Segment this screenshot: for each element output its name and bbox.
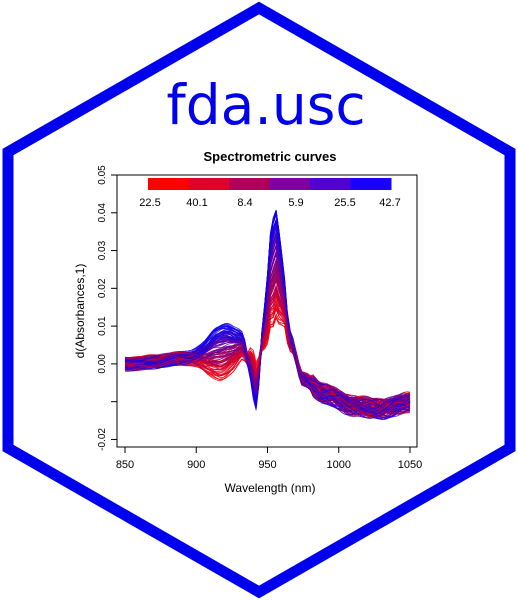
x-axis: 850 900 950 1000 1050 [116, 446, 422, 471]
y-tick-label: -0.02 [97, 428, 108, 451]
y-tick-label: 0.05 [97, 165, 108, 185]
y-axis-label: d(Absorbances,1) [73, 264, 87, 359]
y-tick-label: 0.01 [97, 316, 108, 336]
legend-swatch [188, 178, 230, 190]
legend-label: 5.9 [288, 197, 303, 209]
legend: 22.5 40.1 8.4 5.9 25.5 42.7 [139, 178, 401, 209]
spectrum-curve [124, 303, 411, 416]
x-tick-label: 850 [116, 459, 134, 471]
spectrum-curve [124, 211, 411, 414]
legend-swatch [310, 178, 351, 190]
spectrum-curve [124, 221, 411, 419]
spectrum-curve [124, 291, 411, 418]
curve-group [124, 209, 411, 420]
spectrometric-chart: Spectrometric curves 850 900 950 1000 1050 -… [73, 149, 422, 495]
x-tick-label: 900 [187, 459, 205, 471]
x-tick-label: 950 [258, 459, 276, 471]
legend-label: 8.4 [237, 197, 252, 209]
legend-label: 22.5 [139, 197, 160, 209]
spectrum-curve [124, 267, 411, 411]
legend-label: 25.5 [334, 197, 355, 209]
y-tick-label: 0.03 [97, 240, 108, 260]
legend-swatch [350, 178, 392, 190]
legend-label: 40.1 [186, 197, 207, 209]
x-tick-label: 1050 [398, 459, 422, 471]
y-tick-label: 0.04 [97, 203, 108, 223]
x-axis-label: Wavelength (nm) [225, 481, 316, 495]
legend-swatch [269, 178, 311, 190]
legend-swatch [229, 178, 270, 190]
legend-swatch [148, 178, 189, 190]
spectrum-curve [124, 243, 411, 411]
y-tick-label: 0.02 [97, 278, 108, 298]
logo-text: fda.usc [166, 73, 365, 137]
chart-title: Spectrometric curves [204, 149, 337, 164]
legend-label: 42.7 [379, 197, 400, 209]
x-tick-label: 1000 [327, 459, 351, 471]
y-tick-label: 0.00 [97, 354, 108, 374]
y-axis: -0.02 0.00 0.01 0.02 0.03 0.04 0.05 [97, 165, 118, 451]
